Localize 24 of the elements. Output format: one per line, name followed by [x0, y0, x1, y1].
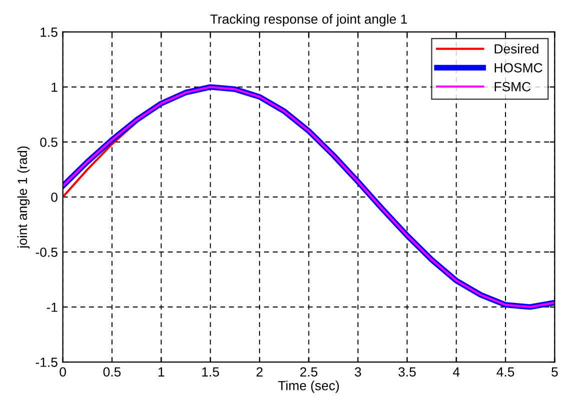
x-tick-label: 0: [60, 367, 66, 377]
x-tick-label: 3: [354, 367, 362, 377]
x-tick-label: 1: [158, 367, 164, 376]
x-tick-label: 1.5: [202, 367, 219, 377]
y-tick-label: -1: [46, 302, 58, 312]
x-tick-label: 4.5: [496, 367, 514, 377]
y-tick-label: 1.5: [40, 28, 58, 37]
y-tick-label: 0: [51, 192, 58, 202]
legend-label: Desired: [494, 44, 538, 54]
x-tick-label: 3.5: [398, 367, 416, 377]
x-tick-label: 4: [452, 367, 460, 376]
y-tick-label: -1.5: [36, 358, 58, 367]
x-tick-label: 2.5: [300, 367, 318, 377]
x-axis-title: Time (sec): [278, 380, 339, 393]
y-tick-label: -0.5: [36, 248, 58, 257]
x-tick-label: 2: [256, 367, 263, 376]
legend-label: FSMC: [494, 82, 531, 92]
y-axis-title: joint angle 1 (rad): [17, 146, 30, 249]
y-tick-label: 1: [52, 82, 58, 92]
x-tick-label: 0.5: [103, 367, 121, 377]
legend-label: HOSMC: [494, 63, 542, 72]
chart-title: Tracking response of joint angle 1: [210, 14, 407, 26]
x-tick-label: 5: [552, 367, 558, 377]
y-tick-label: 0.5: [40, 138, 58, 147]
